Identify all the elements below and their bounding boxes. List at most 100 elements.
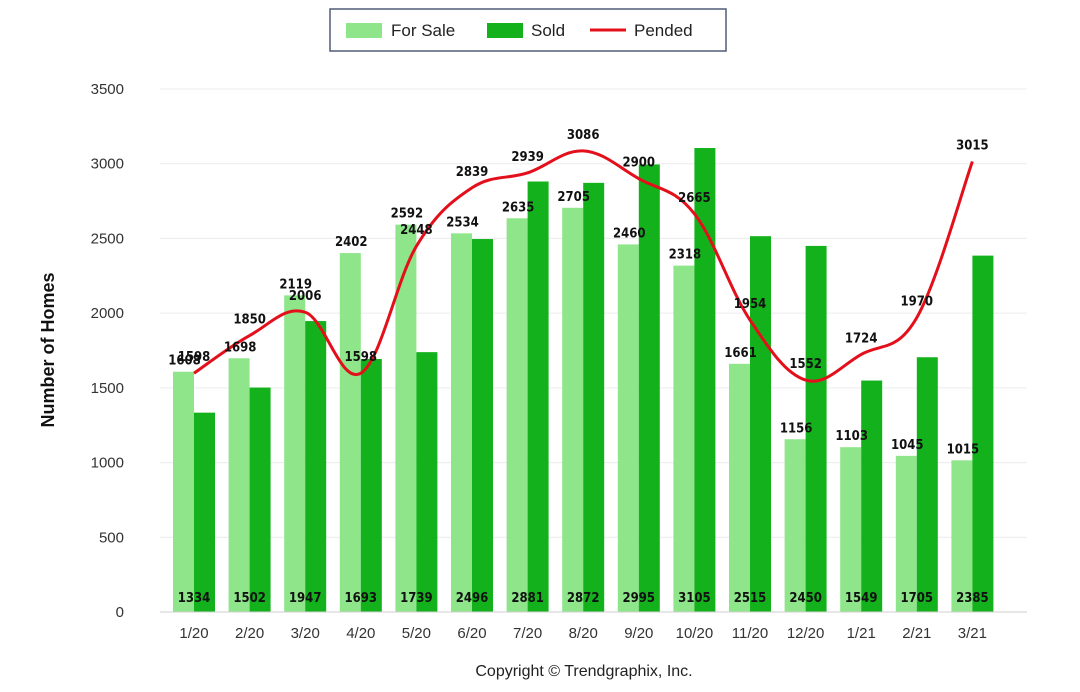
data-label-sold-5/20: 1739 — [400, 591, 433, 606]
y-tick-label-500: 500 — [99, 529, 124, 546]
pended-series-line — [193, 149, 974, 383]
bar-sold-5/20 — [416, 352, 438, 612]
data-label-pended-1/21: 1724 — [845, 331, 878, 346]
data-label-for-sale-11/20: 1661 — [724, 346, 757, 361]
data-labels: 1608 1334 1698 1502 2119 1947 2402 1693 2592 1739… — [168, 128, 988, 606]
y-tick-label-0: 0 — [116, 604, 124, 621]
bar-sold-1/20 — [194, 412, 215, 612]
bar-sold-3/20 — [305, 321, 327, 612]
bar-sold-11/20 — [750, 236, 771, 613]
data-label-pended-2/21: 1970 — [901, 295, 934, 310]
copyright-text: Copyright © Trendgraphix, Inc. — [475, 663, 692, 680]
data-label-sold-10/20: 3105 — [678, 591, 711, 606]
bar-sold-1/21 — [861, 380, 883, 612]
legend-label-pended: Pended — [634, 21, 693, 40]
data-label-for-sale-3/20: 2119 — [279, 277, 312, 292]
x-tick-label-12/20: 12/20 — [787, 625, 825, 642]
data-label-for-sale-1/21: 1103 — [835, 429, 868, 444]
bar-for-sale-2/21 — [895, 455, 917, 612]
x-tick-label-2/20: 2/20 — [235, 625, 264, 642]
x-axis-ticks: 1/20 2/20 3/20 4/20 5/20 6/20 7/20 8/20 9/20 10/2… — [179, 625, 987, 642]
data-label-sold-4/20: 1693 — [345, 591, 378, 606]
bar-for-sale-4/20 — [339, 253, 361, 612]
data-label-sold-12/20: 2450 — [789, 591, 822, 606]
x-tick-label-3/20: 3/20 — [291, 625, 320, 642]
data-label-for-sale-2/21: 1045 — [891, 438, 924, 453]
bars — [173, 148, 994, 613]
bar-sold-2/20 — [249, 387, 271, 612]
data-label-for-sale-4/20: 2402 — [335, 235, 368, 250]
data-label-sold-9/20: 2995 — [623, 591, 656, 606]
legend: For Sale Sold Pended — [329, 8, 727, 52]
data-label-pended-6/20: 2839 — [456, 165, 489, 180]
y-tick-label-3500: 3500 — [91, 81, 124, 98]
data-label-sold-1/21: 1549 — [845, 591, 878, 606]
data-label-pended-9/20: 2900 — [623, 156, 656, 171]
bar-sold-9/20 — [638, 164, 660, 612]
data-label-pended-11/20: 1954 — [734, 297, 767, 312]
data-label-for-sale-12/20: 1156 — [780, 421, 813, 436]
data-label-sold-2/20: 1502 — [233, 591, 266, 606]
x-tick-label-11/20: 11/20 — [732, 625, 768, 642]
legend-label-for-sale: For Sale — [391, 21, 455, 40]
data-label-pended-3/20: 2006 — [289, 289, 322, 304]
data-label-pended-8/20: 3086 — [567, 128, 600, 143]
data-label-for-sale-3/21: 1015 — [947, 442, 980, 457]
x-tick-label-6/20: 6/20 — [457, 625, 486, 642]
x-tick-label-8/20: 8/20 — [569, 625, 598, 642]
legend-swatch-for-sale — [346, 23, 382, 38]
bar-for-sale-7/20 — [506, 218, 528, 612]
bar-sold-4/20 — [360, 359, 382, 612]
bar-for-sale-9/20 — [617, 244, 639, 613]
bar-for-sale-6/20 — [451, 233, 472, 612]
bar-for-sale-10/20 — [673, 265, 695, 612]
x-tick-label-7/20: 7/20 — [513, 625, 542, 642]
bar-for-sale-3/20 — [284, 295, 306, 612]
data-label-pended-10/20: 2665 — [678, 191, 711, 206]
bar-for-sale-12/20 — [784, 439, 806, 612]
bar-sold-6/20 — [472, 239, 493, 612]
x-tick-label-4/20: 4/20 — [346, 625, 375, 642]
bar-sold-7/20 — [527, 181, 549, 613]
data-label-pended-5/20: 2448 — [400, 223, 433, 238]
data-label-sold-6/20: 2496 — [456, 591, 489, 606]
bar-sold-2/21 — [916, 357, 938, 612]
y-axis-title: Number of Homes — [38, 272, 58, 427]
data-label-for-sale-2/20: 1698 — [224, 340, 257, 355]
data-label-for-sale-9/20: 2460 — [613, 226, 646, 241]
x-tick-label-1/21: 1/21 — [847, 625, 876, 642]
y-tick-label-1500: 1500 — [91, 380, 124, 397]
data-label-pended-12/20: 1552 — [789, 357, 822, 372]
data-label-sold-2/21: 1705 — [901, 591, 934, 606]
data-label-for-sale-6/20: 2534 — [446, 215, 479, 230]
data-label-sold-7/20: 2881 — [511, 591, 544, 606]
bar-sold-12/20 — [805, 245, 827, 612]
data-label-for-sale-10/20: 2318 — [669, 248, 702, 263]
x-tick-label-10/20: 10/20 — [676, 625, 714, 642]
bar-for-sale-2/20 — [228, 358, 250, 612]
x-tick-label-9/20: 9/20 — [624, 625, 653, 642]
data-label-pended-3/21: 3015 — [956, 138, 989, 153]
y-tick-label-3000: 3000 — [91, 156, 124, 173]
data-label-pended-4/20: 1598 — [345, 350, 378, 365]
bar-for-sale-11/20 — [729, 363, 750, 612]
bar-for-sale-8/20 — [562, 207, 584, 612]
y-tick-label-2000: 2000 — [91, 305, 124, 322]
legend-swatch-sold — [487, 23, 523, 38]
data-label-for-sale-8/20: 2705 — [557, 190, 590, 205]
bar-sold-3/21 — [972, 255, 994, 612]
x-tick-label-3/21: 3/21 — [958, 625, 987, 642]
bar-for-sale-1/20 — [173, 371, 194, 612]
pended-line — [193, 149, 974, 383]
data-label-sold-1/20: 1334 — [178, 591, 211, 606]
bar-sold-10/20 — [694, 148, 716, 612]
data-label-sold-3/21: 2385 — [956, 591, 989, 606]
x-tick-label-5/20: 5/20 — [402, 625, 431, 642]
data-label-for-sale-5/20: 2592 — [391, 207, 424, 222]
data-label-pended-7/20: 2939 — [511, 150, 544, 165]
data-label-for-sale-1/20: 1608 — [168, 354, 201, 369]
bar-sold-8/20 — [583, 182, 605, 613]
data-label-pended-2/20: 1850 — [233, 313, 266, 328]
legend-label-sold: Sold — [531, 21, 565, 40]
data-label-for-sale-7/20: 2635 — [502, 200, 535, 215]
